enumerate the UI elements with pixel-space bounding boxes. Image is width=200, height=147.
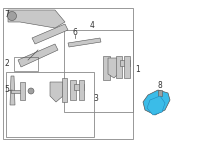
Bar <box>3 8 133 139</box>
Polygon shape <box>120 60 130 66</box>
Polygon shape <box>18 44 58 67</box>
Text: 8: 8 <box>157 81 162 90</box>
Polygon shape <box>108 58 118 78</box>
Bar <box>6 72 94 137</box>
Ellipse shape <box>8 11 17 20</box>
Text: 1: 1 <box>135 65 140 74</box>
Text: 4: 4 <box>90 21 95 30</box>
Bar <box>158 90 162 96</box>
Text: 5: 5 <box>4 85 9 94</box>
Polygon shape <box>11 90 22 93</box>
Polygon shape <box>8 10 65 28</box>
Polygon shape <box>147 96 165 115</box>
Text: 3: 3 <box>93 94 98 103</box>
Polygon shape <box>79 80 84 100</box>
Text: 7: 7 <box>4 10 9 19</box>
Polygon shape <box>124 56 130 78</box>
Polygon shape <box>74 84 84 90</box>
Polygon shape <box>20 82 25 100</box>
Text: 2: 2 <box>4 59 9 68</box>
Polygon shape <box>70 80 76 100</box>
Polygon shape <box>50 82 63 102</box>
Text: 6: 6 <box>72 28 77 37</box>
Ellipse shape <box>28 88 34 94</box>
Polygon shape <box>62 78 67 102</box>
Polygon shape <box>32 24 68 44</box>
Polygon shape <box>143 90 170 115</box>
Polygon shape <box>103 56 110 80</box>
Polygon shape <box>10 76 15 105</box>
Polygon shape <box>68 38 101 47</box>
Bar <box>64 30 133 112</box>
Polygon shape <box>116 56 122 78</box>
Bar <box>14 57 38 71</box>
